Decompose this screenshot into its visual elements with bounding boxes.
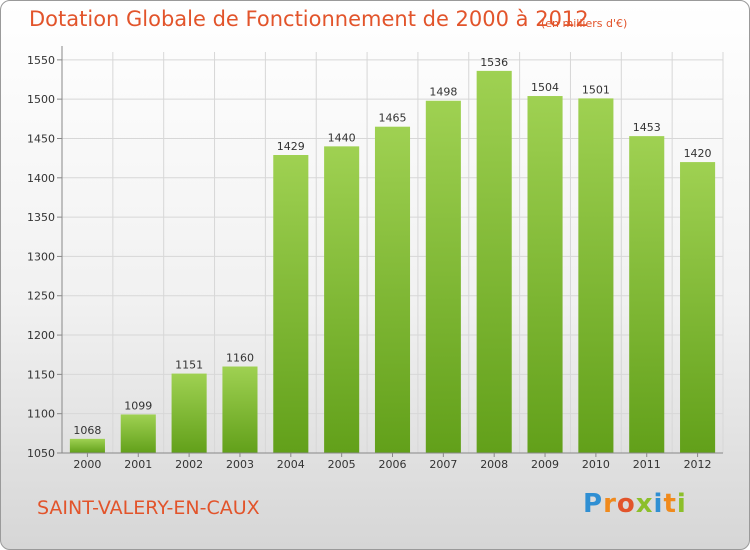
brand-letter: t xyxy=(663,489,677,519)
x-tick-label: 2000 xyxy=(73,458,101,471)
y-tick-label: 1300 xyxy=(27,250,55,263)
x-tick-label: 2009 xyxy=(531,458,559,471)
bar-value-label: 1465 xyxy=(379,112,407,125)
bar xyxy=(273,155,309,453)
brand-logo: Proxiti xyxy=(583,489,687,519)
bar-value-label: 1453 xyxy=(633,121,661,134)
brand-letter: P xyxy=(583,489,604,519)
bar-value-label: 1160 xyxy=(226,352,254,365)
commune-name: SAINT-VALERY-EN-CAUX xyxy=(37,497,260,519)
x-tick-label: 2008 xyxy=(480,458,508,471)
bar-value-label: 1068 xyxy=(73,424,101,437)
y-tick-label: 1550 xyxy=(27,54,55,67)
bar xyxy=(680,162,716,453)
bar xyxy=(425,100,461,453)
bar xyxy=(120,414,156,453)
bar xyxy=(476,70,512,453)
x-tick-label: 2001 xyxy=(124,458,152,471)
x-tick-label: 2010 xyxy=(582,458,610,471)
chart-title: Dotation Globale de Fonctionnement de 20… xyxy=(29,7,589,31)
bar-value-label: 1151 xyxy=(175,359,203,372)
chart-unit-label: (en milliers d'€) xyxy=(541,17,628,30)
y-tick-label: 1100 xyxy=(27,408,55,421)
bar xyxy=(222,366,258,453)
brand-letter: x xyxy=(635,489,654,519)
y-tick-label: 1250 xyxy=(27,290,55,303)
x-tick-label: 2002 xyxy=(175,458,203,471)
x-tick-label: 2012 xyxy=(684,458,712,471)
y-tick-label: 1450 xyxy=(27,132,55,145)
bar-value-label: 1429 xyxy=(277,140,305,153)
bar xyxy=(324,146,360,453)
bar-value-label: 1536 xyxy=(480,56,508,69)
x-tick-label: 2007 xyxy=(429,458,457,471)
bar-value-label: 1420 xyxy=(684,147,712,160)
bar-value-label: 1099 xyxy=(124,399,152,412)
bar xyxy=(69,438,105,453)
bar-value-label: 1440 xyxy=(328,131,356,144)
bar xyxy=(578,98,614,453)
brand-letter: r xyxy=(603,489,617,519)
y-tick-label: 1150 xyxy=(27,368,55,381)
bar xyxy=(171,373,207,453)
bar-value-label: 1498 xyxy=(429,86,457,99)
x-tick-label: 2011 xyxy=(633,458,661,471)
x-tick-label: 2003 xyxy=(226,458,254,471)
bar xyxy=(527,96,563,453)
y-tick-label: 1500 xyxy=(27,93,55,106)
y-tick-label: 1350 xyxy=(27,211,55,224)
x-tick-label: 2004 xyxy=(277,458,305,471)
bar-value-label: 1501 xyxy=(582,83,610,96)
brand-letter: i xyxy=(653,489,664,519)
bar xyxy=(374,126,411,453)
x-tick-label: 2006 xyxy=(379,458,407,471)
brand-letter: i xyxy=(676,489,687,519)
y-tick-label: 1200 xyxy=(27,329,55,342)
bar xyxy=(629,136,665,453)
y-tick-label: 1400 xyxy=(27,172,55,185)
y-tick-label: 1050 xyxy=(27,447,55,460)
brand-letter: o xyxy=(616,489,636,519)
bar-value-label: 1504 xyxy=(531,81,559,94)
x-tick-label: 2005 xyxy=(328,458,356,471)
